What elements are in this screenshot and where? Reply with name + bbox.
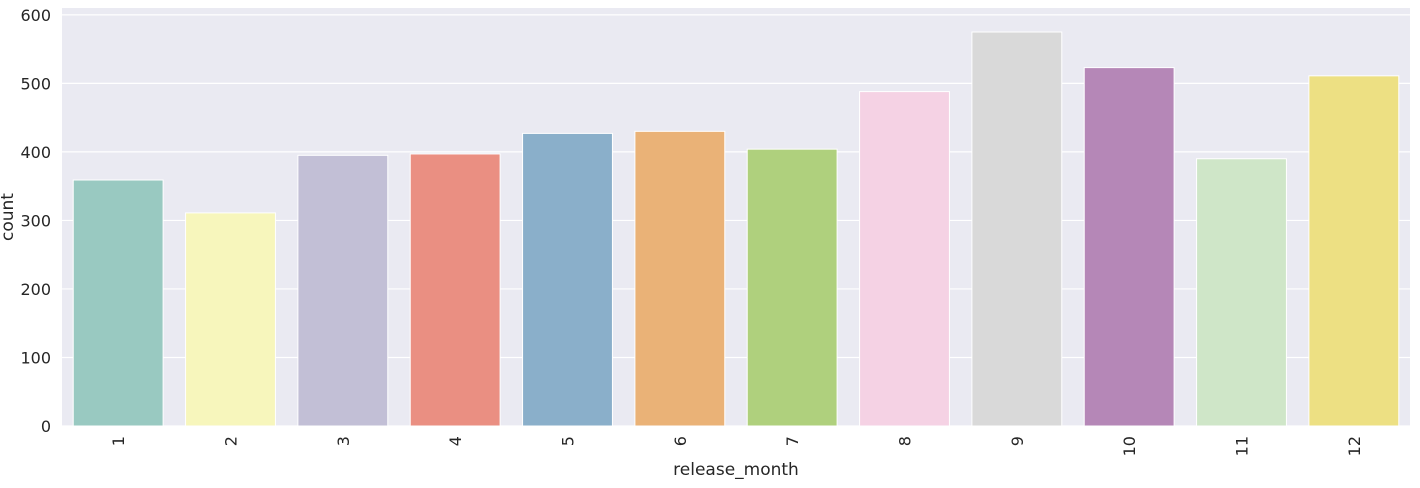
x-tick-label: 11 — [1233, 436, 1252, 456]
x-tick-label: 3 — [334, 436, 353, 446]
y-tick-label: 500 — [20, 74, 51, 93]
x-tick-label: 12 — [1345, 436, 1364, 456]
x-tick-label: 9 — [1008, 436, 1027, 446]
x-axis-label: release_month — [673, 460, 799, 480]
y-tick-label: 300 — [20, 211, 51, 230]
bar-month-9 — [971, 31, 1063, 427]
x-tick-label: 4 — [446, 436, 465, 446]
y-tick-label: 400 — [20, 143, 51, 162]
bar-month-12 — [1308, 75, 1400, 427]
x-tick-label: 5 — [559, 436, 578, 446]
y-tick-label: 0 — [41, 417, 51, 436]
y-tick-labels: 0 100 200 300 400 500 600 — [20, 6, 51, 436]
bar-month-11 — [1196, 158, 1287, 427]
x-tick-label: 2 — [222, 436, 241, 446]
bar-month-10 — [1083, 67, 1175, 427]
x-tick-labels: 1 2 3 4 5 6 7 8 9 10 11 12 — [109, 436, 1364, 456]
y-axis-label: count — [0, 193, 18, 241]
bar-month-2 — [185, 212, 276, 427]
bar-month-1 — [72, 179, 164, 427]
x-tick-label: 10 — [1120, 436, 1139, 456]
x-tick-label: 1 — [109, 436, 128, 446]
bar-month-6 — [634, 130, 726, 427]
y-tick-label: 100 — [20, 348, 51, 367]
y-tick-label: 600 — [20, 6, 51, 25]
plot-background — [62, 8, 1410, 426]
y-tick-label: 200 — [20, 280, 51, 299]
gridlines — [62, 14, 1410, 427]
x-tick-label: 7 — [783, 436, 802, 446]
x-tick-label: 8 — [896, 436, 915, 446]
bar-month-8 — [859, 91, 950, 427]
bars — [72, 31, 1400, 427]
bar-month-5 — [522, 132, 613, 427]
bar-month-3 — [297, 154, 389, 427]
bar-month-7 — [746, 148, 838, 427]
bar-month-4 — [409, 153, 501, 427]
x-tick-label: 6 — [671, 436, 690, 446]
